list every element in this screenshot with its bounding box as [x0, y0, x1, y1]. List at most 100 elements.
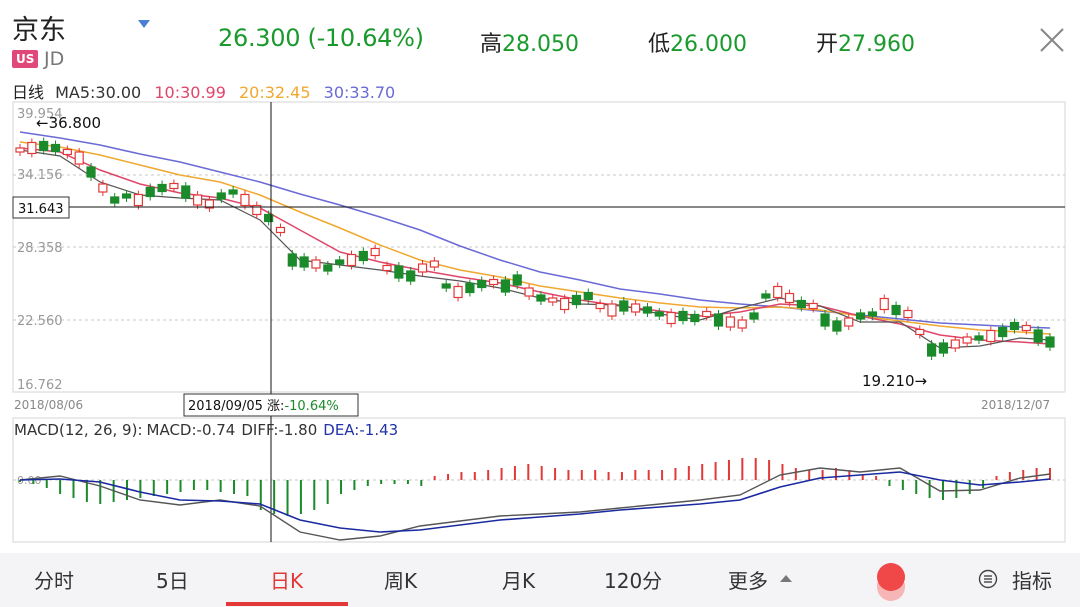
candle-body: [252, 204, 262, 216]
low-stat: 低26.000: [648, 26, 747, 58]
candle-body: [204, 199, 215, 209]
ma30-value: 30:33.70: [323, 83, 396, 102]
candle-body: [275, 226, 286, 234]
candle-body: [559, 297, 570, 311]
candle-body: [181, 185, 191, 199]
price-tick: 22.560: [17, 314, 63, 329]
candle-body: [1033, 329, 1043, 343]
candle-body: [832, 320, 842, 332]
tab-more[interactable]: 更多: [728, 569, 768, 593]
low-label: 低: [648, 32, 671, 57]
candle-body: [169, 182, 179, 190]
tab-daily-k[interactable]: 日K: [270, 569, 304, 593]
high-stat: 高28.050: [480, 26, 579, 58]
high-marker: ←36.800: [36, 114, 101, 132]
tab-intraday[interactable]: 分时: [34, 569, 74, 593]
candle-body: [382, 264, 392, 272]
kline-chart[interactable]: 39.954 34.156 28.358 22.560 16.762 0.00 …: [0, 100, 1080, 550]
diff-line: [19, 467, 1051, 541]
price-tick: 39.954: [17, 107, 63, 122]
candle-body: [192, 194, 203, 206]
candle-body: [358, 250, 368, 262]
candle-body: [631, 303, 641, 313]
chevron-down-icon[interactable]: [138, 20, 150, 28]
close-icon[interactable]: [1038, 26, 1066, 54]
candle-body: [240, 193, 250, 207]
tab-5day[interactable]: 5日: [156, 569, 189, 593]
candle-body: [311, 259, 321, 269]
candle-body: [346, 253, 357, 267]
candle-body: [761, 293, 771, 299]
candle-body: [370, 247, 380, 257]
candle-body: [749, 312, 759, 320]
indicator-settings-icon[interactable]: [978, 569, 998, 589]
candle-body: [441, 283, 451, 289]
candle-body: [488, 278, 499, 286]
period-tab-bar: 分时 5日 日K 周K 月K 120分 更多 指标: [0, 553, 1080, 607]
start-date: 2018/08/06: [14, 398, 83, 412]
tab-indicators[interactable]: 指标: [1012, 569, 1052, 593]
macd-histogram: [19, 458, 1051, 516]
candle-body: [867, 311, 878, 317]
candle-body: [406, 270, 416, 282]
candle-body: [784, 292, 795, 304]
candle-body: [678, 310, 688, 322]
dea-line: [19, 471, 1051, 533]
macd-legend: MACD(12, 26, 9): MACD:-0.74 DIFF:-1.80 DEA:…: [14, 421, 398, 439]
candle-body: [121, 193, 132, 199]
ma10-value: 10:30.99: [154, 83, 226, 102]
crosshair-tooltip-box: [183, 393, 359, 417]
candle-body: [287, 253, 297, 267]
low-marker: 19.210→: [862, 372, 927, 390]
open-value: 27.960: [838, 32, 915, 57]
candle-body: [98, 183, 108, 193]
candle-body: [512, 274, 522, 286]
tab-120min[interactable]: 120分: [604, 569, 663, 593]
candle-body: [773, 285, 783, 299]
candle-body: [903, 309, 913, 319]
record-button[interactable]: [877, 563, 905, 591]
stock-name[interactable]: 京东: [12, 15, 66, 46]
candle-body: [1021, 324, 1031, 332]
chevron-up-icon[interactable]: [780, 575, 792, 582]
open-stat: 开27.960: [816, 26, 915, 58]
candle-body: [583, 291, 593, 301]
candle-body: [998, 326, 1008, 338]
low-value: 26.000: [670, 32, 747, 57]
candle-body: [548, 297, 558, 303]
candle-body: [145, 186, 155, 198]
candle-body: [157, 183, 167, 193]
crosshair-tooltip: 2018/09/05 涨:-10.64%: [188, 399, 339, 414]
candle-body: [619, 300, 629, 312]
candle-body: [394, 265, 404, 279]
candle-body: [133, 193, 143, 207]
candle-body: [938, 342, 949, 354]
end-date: 2018/12/07: [981, 398, 1050, 412]
candles-group: [15, 137, 1055, 360]
high-label: 高: [480, 32, 503, 57]
tab-monthly-k[interactable]: 月K: [502, 569, 536, 593]
price-tick: 28.358: [17, 241, 63, 256]
price-change: 26.300 (-10.64%): [218, 24, 424, 52]
candle-body: [110, 196, 120, 204]
candle-body: [228, 189, 238, 195]
candle-body: [891, 304, 901, 316]
candle-body: [642, 306, 653, 314]
candle-body: [855, 312, 866, 320]
ma-legend: 日线 MA5:30.00 10:30.99 20:32.45 30:33.70: [12, 79, 395, 103]
price-tick: 16.762: [17, 378, 63, 393]
market-badge: US: [12, 50, 39, 68]
candle-body: [962, 336, 972, 344]
open-label: 开: [816, 32, 839, 57]
candle-body: [216, 192, 226, 200]
active-tab-underline: [226, 602, 348, 606]
candle-body: [808, 302, 818, 310]
candle-body: [713, 313, 724, 327]
candle-body: [477, 279, 487, 289]
candle-body: [690, 313, 700, 323]
candle-body: [299, 256, 309, 268]
candle-body: [74, 151, 84, 165]
candle-body: [453, 285, 463, 299]
tab-weekly-k[interactable]: 周K: [384, 569, 418, 593]
ma20-value: 20:32.45: [238, 83, 311, 102]
